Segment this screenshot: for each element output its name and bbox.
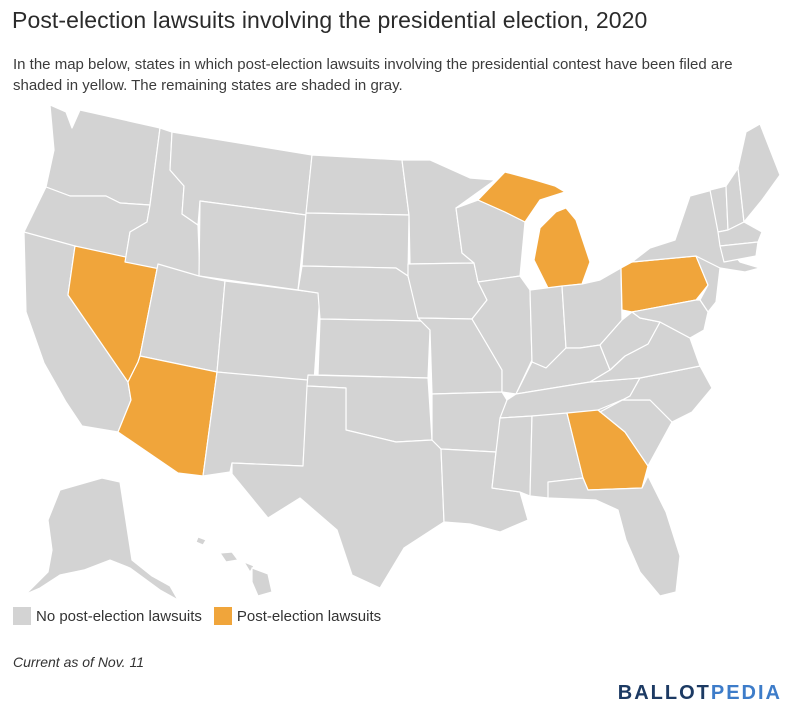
logo-part-1: BALLOT bbox=[617, 682, 711, 704]
chart-subtitle: In the map below, states in which post-e… bbox=[13, 56, 733, 94]
state-NC bbox=[599, 365, 713, 423]
state-ND bbox=[305, 154, 410, 216]
ballotpedia-logo[interactable]: BALLOTPEDIA bbox=[618, 682, 782, 705]
state-AK bbox=[25, 477, 179, 601]
state-ME bbox=[737, 123, 781, 223]
state-CT-RI bbox=[719, 241, 759, 263]
legend: No post-election lawsuits Post-election … bbox=[13, 607, 393, 625]
state-TX bbox=[231, 385, 445, 589]
state-DE-MD bbox=[631, 299, 709, 339]
state-HI-1 bbox=[195, 536, 207, 546]
state-MI-LP bbox=[533, 207, 591, 289]
state-AR bbox=[431, 391, 508, 453]
state-KS bbox=[317, 318, 431, 379]
state-IA bbox=[407, 262, 488, 320]
state-HI-2 bbox=[219, 551, 239, 563]
legend-item-lawsuits: Post-election lawsuits bbox=[213, 607, 382, 625]
logo-part-2: PEDIA bbox=[710, 682, 782, 704]
state-AZ bbox=[117, 355, 218, 477]
legend-item-no-lawsuits: No post-election lawsuits bbox=[13, 607, 202, 625]
chart-title: Post-election lawsuits involving the pre… bbox=[12, 7, 648, 33]
legend-swatch-gray bbox=[13, 607, 31, 625]
legend-label: No post-election lawsuits bbox=[36, 607, 202, 625]
state-CO bbox=[216, 280, 321, 383]
state-WA bbox=[45, 104, 161, 206]
state-MI-UP bbox=[477, 171, 566, 223]
legend-label: Post-election lawsuits bbox=[236, 607, 382, 625]
legend-swatch-highlight bbox=[213, 607, 232, 625]
state-FL bbox=[547, 475, 681, 597]
state-HI-4 bbox=[251, 567, 273, 597]
currency-note: Current as of Nov. 11 bbox=[13, 654, 144, 670]
state-WY bbox=[198, 200, 307, 291]
state-NM bbox=[202, 371, 309, 477]
